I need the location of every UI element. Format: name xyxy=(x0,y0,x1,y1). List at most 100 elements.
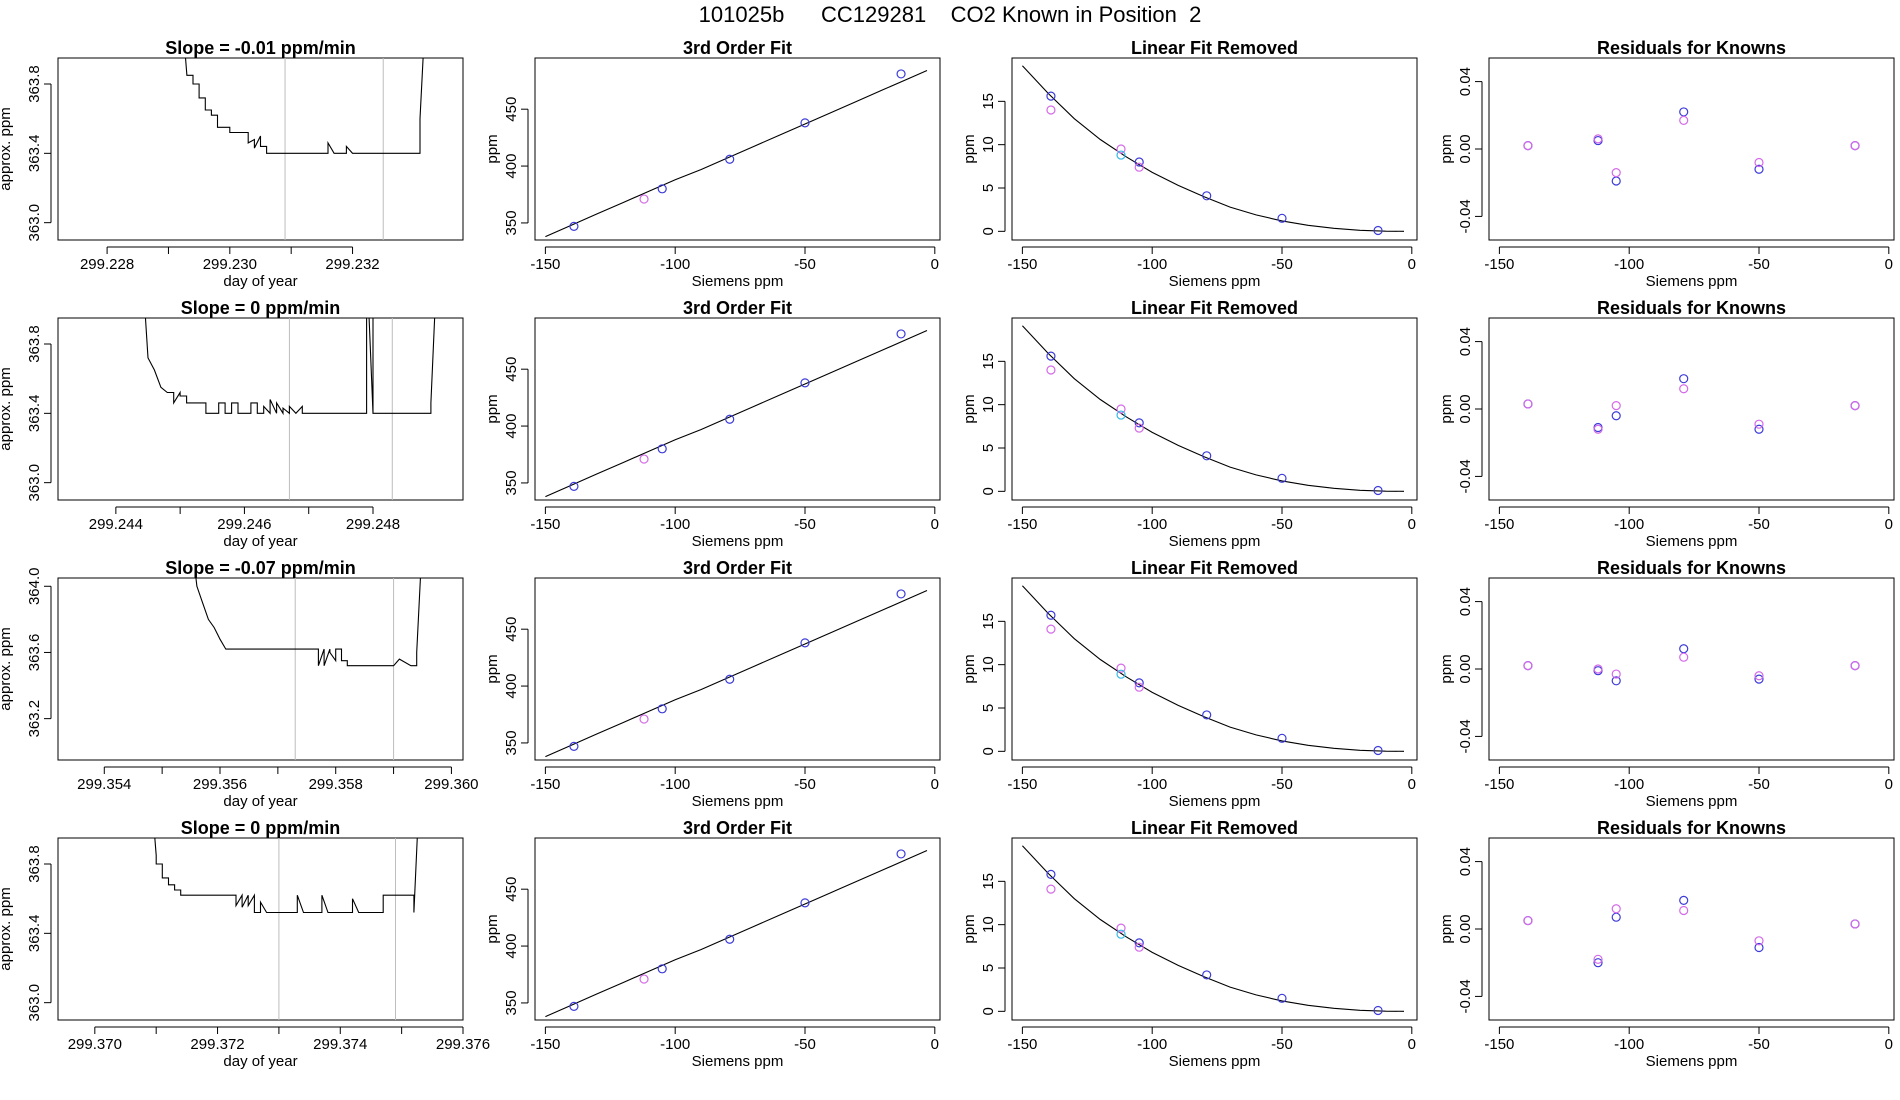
panel-r3c4-frame xyxy=(1488,577,1895,761)
panel-r3c2-y-axis-label: ppm xyxy=(484,654,501,683)
panel-r2c1-y-tick-label: 363.4 xyxy=(26,395,43,433)
panel-r3c4-y-tick-label: 0.00 xyxy=(1457,654,1474,683)
panel-r4c3-data-point xyxy=(1277,993,1287,1003)
panel-r2c4-x-tick-label: 0 xyxy=(1885,516,1893,533)
panel-r4c1-y-axis-label: approx. ppm xyxy=(0,887,14,970)
panel-r1c3-title: Linear Fit Removed xyxy=(1131,38,1298,58)
panel-r1c4-data-point xyxy=(1611,167,1621,178)
panel-r2c1-y-axis-label: approx. ppm xyxy=(0,367,14,450)
panel-r4c2-x-tick-label: -50 xyxy=(794,1036,816,1053)
panel-r2c2-data-point xyxy=(725,414,735,424)
panel-r3c1-x-tick-label: 299.360 xyxy=(424,776,478,793)
panel-r4c2-x-tick-label: -150 xyxy=(530,1036,560,1053)
panel-r1c4-x-tick-label: 0 xyxy=(1885,256,1893,273)
panel-r3c1-y-tick-label: 363.2 xyxy=(26,700,43,738)
panel-r1c1-x-tick-label: 299.232 xyxy=(325,256,379,273)
panel-r3c2-frame xyxy=(534,577,941,761)
panel-r4c4-x-tick-label: -150 xyxy=(1484,1036,1514,1053)
panel-r3c2-data-point xyxy=(725,674,735,684)
panel-r2c1-x-axis-label: day of year xyxy=(223,533,297,550)
panel-r4c1-y-tick-label: 363.4 xyxy=(26,915,43,953)
panel-r1c3-y-tick-label: 0 xyxy=(980,227,997,235)
panel-r1c3-x-tick-label: 0 xyxy=(1408,256,1416,273)
panel-r2c1-x-tick-label: 299.246 xyxy=(217,516,271,533)
panel-r3c4-data-point xyxy=(1611,669,1621,679)
panel-r2c2-y-tick-label: 450 xyxy=(503,357,520,382)
panel-r1c1-x-axis-label: day of year xyxy=(223,273,297,290)
panel-r4c4-data-point xyxy=(1593,958,1603,968)
panel-r3c3-x-tick-label: -50 xyxy=(1271,776,1293,793)
panel-r1c3-data-point xyxy=(1134,157,1144,167)
panel-r2c4-data-point xyxy=(1754,424,1764,434)
panel-r3c2-y-tick-label: 400 xyxy=(503,674,520,699)
panel-r1c1-y-tick-label: 363.8 xyxy=(26,65,43,103)
panel-r3c3-y-tick-label: 15 xyxy=(980,613,997,630)
panel-r2c2-x-tick-label: -100 xyxy=(660,516,690,533)
panel-r3c4-data-point xyxy=(1754,674,1764,684)
panel-r1c1-frame xyxy=(57,57,464,241)
panel-r4c1-series-line xyxy=(154,838,418,914)
panel-r2c2-x-axis-label: Siemens ppm xyxy=(692,533,784,550)
panel-r3c2-title: 3rd Order Fit xyxy=(683,558,792,578)
panel-r1c1-x-tick-label: 299.228 xyxy=(80,256,134,273)
panel-r1c4-data-point xyxy=(1679,107,1689,117)
panel-r2c2-x-tick-label: -50 xyxy=(794,516,816,533)
panel-r4c3-data-point xyxy=(1134,938,1144,948)
panel-r2c4-data-point xyxy=(1611,411,1621,421)
panel-r2c3-data-point xyxy=(1373,485,1383,496)
panel-r2c3-data-point xyxy=(1046,351,1056,361)
panel-r1c2-data-point xyxy=(569,221,579,231)
panel-r3c4-x-axis-label: Siemens ppm xyxy=(1646,793,1738,810)
panel-r1c3-data-point xyxy=(1046,105,1056,115)
panel-r1c4-x-tick-label: -100 xyxy=(1614,256,1644,273)
panel-r1c1-y-tick-label: 363.4 xyxy=(26,135,43,173)
panel-r4c2-title: 3rd Order Fit xyxy=(683,818,792,838)
panel-r4c2-data-point xyxy=(725,934,735,944)
panel-r4c4-data-point xyxy=(1850,919,1860,929)
panel-r4c2-data-point xyxy=(896,849,906,859)
panel-r1c2-y-tick-label: 350 xyxy=(503,210,520,235)
panel-r1c4-y-tick-label: 0.04 xyxy=(1457,67,1474,96)
panel-r2c2-x-tick-label: -150 xyxy=(530,516,560,533)
panel-r1c2-x-tick-label: -50 xyxy=(794,256,816,273)
panel-r1c1-x-tick-label: 299.230 xyxy=(203,256,257,273)
panel-r4c2-data-point xyxy=(657,964,667,974)
panel-r1c2-data-point xyxy=(896,69,906,79)
panel-r2c4-data-point xyxy=(1593,424,1603,434)
panel-r4c3-x-tick-label: 0 xyxy=(1408,1036,1416,1053)
panel-r4c2-y-tick-label: 400 xyxy=(503,934,520,959)
panel-r3c3-x-axis-label: Siemens ppm xyxy=(1169,793,1261,810)
panel-r1c4-data-point xyxy=(1754,164,1764,174)
panel-r3c3-data-point xyxy=(1373,745,1383,756)
panel-r2c3-x-axis-label: Siemens ppm xyxy=(1169,533,1261,550)
panel-r1c3-fit-curve xyxy=(1021,65,1405,232)
panel-r2c2-fit-curve xyxy=(545,329,928,498)
panel-r1c2-fit-curve xyxy=(545,69,928,238)
panel-r2c2-data-point xyxy=(569,481,579,491)
panel-r3c1-title: Slope = -0.07 ppm/min xyxy=(165,558,356,578)
panel-r3c4-x-tick-label: -150 xyxy=(1484,776,1514,793)
panel-r3c1-x-axis-label: day of year xyxy=(223,793,297,810)
panel-r1c4-y-axis-label: ppm xyxy=(1438,134,1455,163)
panel-r2c4-data-point xyxy=(1679,384,1689,394)
panel-r3c3-data-point xyxy=(1116,663,1126,673)
panel-r3c1-x-tick-label: 299.358 xyxy=(309,776,363,793)
panel-r1c1-y-axis-label: approx. ppm xyxy=(0,107,14,190)
panel-r2c2-y-axis-label: ppm xyxy=(484,394,501,423)
panel-r4c3-x-tick-label: -100 xyxy=(1137,1036,1167,1053)
panel-r1c4-data-point xyxy=(1523,141,1533,151)
panel-r1c3-data-point xyxy=(1277,213,1287,223)
panel-r1c2-title: 3rd Order Fit xyxy=(683,38,792,58)
panel-r1c4-y-tick-label: -0.04 xyxy=(1457,199,1474,233)
panel-r1c4-data-point xyxy=(1611,176,1621,186)
panel-r3c2-data-point xyxy=(639,714,649,724)
panel-r2c2-x-tick-label: 0 xyxy=(931,516,939,533)
panel-r4c3-data-point xyxy=(1046,869,1056,880)
panel-r2c3-y-axis-label: ppm xyxy=(961,394,978,423)
panel-r1c3-y-tick-label: 10 xyxy=(980,136,997,153)
panel-r3c3-data-point xyxy=(1277,733,1287,743)
panel-r2c3-data-point xyxy=(1046,365,1056,375)
panel-r4c3-data-point xyxy=(1202,970,1212,980)
panel-r4c4-data-point xyxy=(1754,936,1764,946)
panel-r2c3-data-point xyxy=(1277,473,1287,483)
